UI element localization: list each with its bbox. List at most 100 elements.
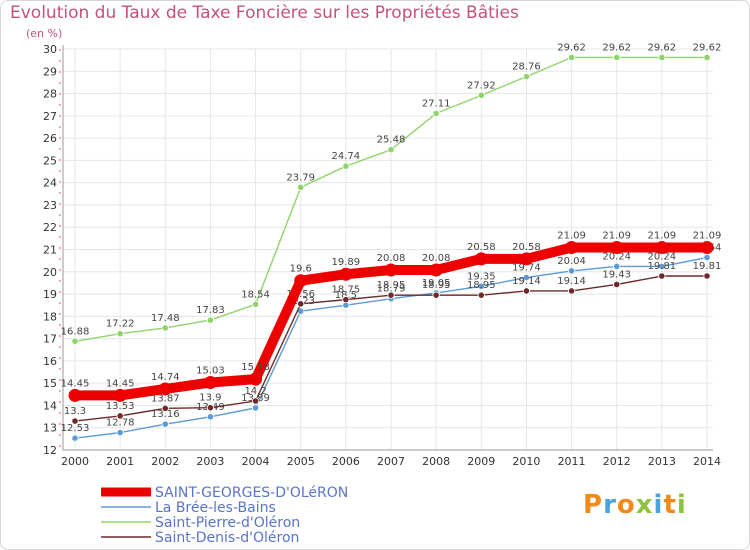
data-point — [658, 272, 666, 280]
data-point — [116, 429, 124, 437]
x-tick-label: 2002 — [151, 455, 179, 468]
legend-label: SAINT-GEORGES-D'OLéRON — [155, 485, 348, 501]
x-tick-label: 2000 — [61, 455, 89, 468]
data-point — [519, 252, 533, 266]
data-point — [251, 404, 260, 412]
data-point — [655, 240, 669, 254]
logo-letter: i — [676, 490, 687, 520]
x-tick-label: 2006 — [332, 455, 360, 468]
x-tick-label: 2008 — [422, 455, 450, 468]
x-tick-label: 2013 — [648, 455, 676, 468]
y-tick-label: 22 — [43, 221, 57, 234]
x-tick-label: 2009 — [467, 455, 495, 468]
data-label: 20.24 — [602, 251, 631, 262]
y-tick-label: 26 — [43, 132, 57, 145]
data-label: 17.22 — [106, 319, 135, 330]
data-label: 27.92 — [467, 80, 496, 91]
data-point — [68, 388, 82, 402]
logo-letter: r — [603, 490, 617, 520]
data-label: 13.53 — [106, 401, 135, 412]
data-label: 19.05 — [422, 278, 451, 289]
data-point — [477, 291, 485, 299]
data-point — [477, 91, 485, 99]
data-label: 15.18 — [241, 362, 270, 373]
data-point — [161, 420, 169, 428]
chart-title: Evolution du Taux de Taxe Foncière sur l… — [10, 3, 519, 23]
data-label: 21.09 — [648, 230, 677, 241]
y-tick-label: 18 — [43, 310, 57, 323]
data-label: 21.09 — [557, 230, 586, 241]
data-point — [658, 262, 666, 271]
data-label: 24.74 — [332, 151, 361, 162]
data-point — [339, 267, 353, 281]
y-tick-label: 28 — [43, 88, 57, 101]
data-label: 29.62 — [693, 42, 722, 53]
data-point — [565, 240, 579, 254]
x-tick-label: 2004 — [242, 455, 270, 468]
data-point — [71, 417, 79, 425]
data-label: 12.78 — [106, 418, 135, 429]
data-point — [384, 263, 398, 277]
data-point — [297, 300, 305, 308]
data-point — [522, 73, 531, 81]
data-point — [432, 291, 440, 299]
data-label: 18.54 — [241, 289, 270, 300]
data-point — [387, 291, 395, 299]
y-tick-label: 15 — [43, 377, 57, 390]
data-label: 13.3 — [64, 406, 86, 417]
data-label: 18.95 — [377, 280, 406, 291]
data-label: 13.16 — [151, 409, 180, 420]
y-tick-label: 30 — [43, 43, 57, 56]
data-point — [567, 287, 576, 295]
y-tick-label: 13 — [43, 422, 57, 435]
data-point — [700, 240, 714, 254]
data-label: 21.09 — [693, 230, 722, 241]
data-label: 19.81 — [693, 261, 722, 272]
data-label: 18.79 — [377, 284, 406, 295]
data-label: 13.9 — [199, 393, 221, 404]
data-point — [610, 240, 624, 254]
y-tick-label: 25 — [43, 154, 57, 167]
proxiti-logo: Proxiti — [583, 490, 687, 520]
data-label: 20.08 — [422, 253, 451, 264]
data-label: 18.56 — [286, 289, 315, 300]
y-tick-label: 23 — [43, 199, 57, 212]
x-tick-label: 2012 — [603, 455, 631, 468]
data-label: 19.35 — [467, 271, 496, 282]
data-label: 12.53 — [61, 423, 90, 434]
data-point — [251, 397, 260, 405]
legend-label: Saint-Denis-d'Oléron — [155, 530, 299, 546]
data-point — [474, 252, 488, 266]
data-point — [703, 53, 711, 62]
data-point — [567, 267, 576, 275]
data-label: 20.58 — [512, 242, 541, 253]
y-tick-label: 17 — [43, 333, 57, 346]
y-tick-label: 29 — [43, 65, 57, 78]
logo-letter: P — [583, 490, 604, 520]
legend-label: Saint-Pierre-d'Oléron — [155, 515, 300, 531]
data-label: 19.14 — [557, 276, 586, 287]
data-label: 17.83 — [196, 305, 225, 316]
data-label: 20.08 — [377, 253, 406, 264]
data-point — [342, 162, 350, 170]
data-label: 14.45 — [61, 378, 90, 389]
y-tick-label: 20 — [43, 266, 57, 279]
data-label: 19.74 — [512, 263, 541, 274]
data-label: 18.95 — [467, 280, 496, 291]
data-label: 14.74 — [151, 372, 180, 383]
data-label: 18.5 — [335, 290, 357, 301]
data-label: 28.76 — [512, 62, 541, 73]
data-label: 29.62 — [557, 42, 586, 53]
data-label: 19.43 — [602, 269, 631, 280]
data-point — [206, 316, 215, 324]
data-label: 20.04 — [557, 256, 586, 267]
data-label: 18.95 — [422, 280, 451, 291]
x-tick-label: 2001 — [106, 455, 134, 468]
data-point — [161, 324, 169, 332]
data-label: 27.11 — [422, 98, 451, 109]
data-point — [116, 330, 124, 338]
data-point — [294, 274, 308, 288]
y-tick-label: 14 — [43, 399, 57, 412]
data-point — [429, 263, 443, 277]
data-label: 20.24 — [648, 251, 677, 262]
